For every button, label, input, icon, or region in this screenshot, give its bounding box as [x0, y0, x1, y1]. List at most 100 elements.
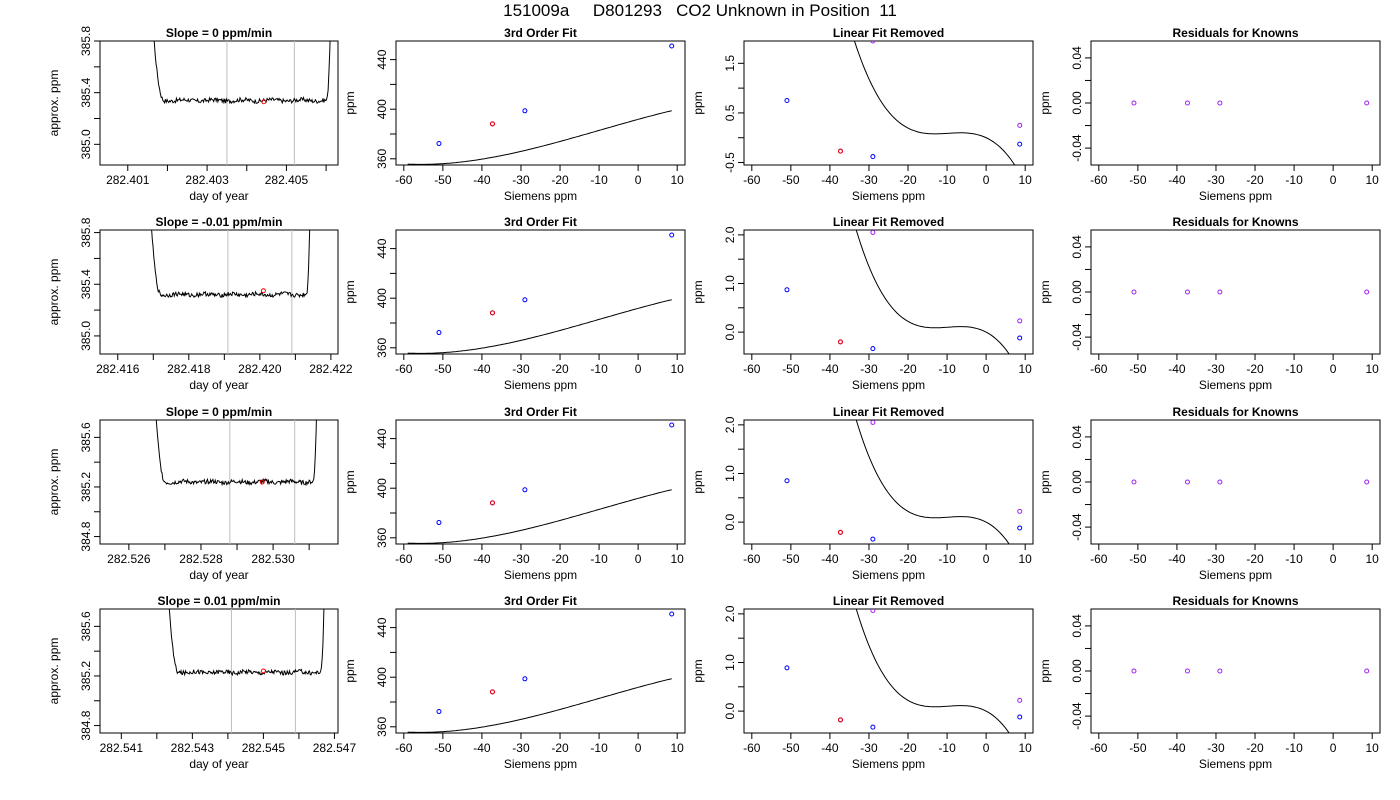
unknown-point — [261, 99, 267, 105]
x-tick-label: -40 — [821, 173, 839, 187]
x-tick-label: -10 — [938, 173, 956, 187]
residual-point — [1184, 668, 1190, 674]
panel-r1-c4: Residuals for Knowns Siemens ppm ppm -60 -50… — [1038, 26, 1381, 203]
x-tick-label: -60 — [743, 552, 761, 566]
x-tick-label: 282.405 — [265, 173, 309, 187]
x-tick-label: -40 — [821, 741, 839, 755]
panel-title: Linear Fit Removed — [833, 405, 944, 419]
fit-curve — [407, 678, 672, 733]
x-tick-label: -60 — [395, 173, 413, 187]
y-tick-label: 400 — [375, 478, 389, 498]
y-tick-label: 0.00 — [1070, 659, 1084, 683]
fit-curve — [855, 420, 1010, 544]
plot-frame — [743, 419, 1034, 545]
x-axis-label: day of year — [189, 568, 248, 582]
x-axis-label: Siemens ppm — [504, 757, 577, 771]
x-tick-label: -50 — [782, 741, 800, 755]
residual-point — [1017, 318, 1023, 324]
x-tick-label: 282.401 — [106, 173, 150, 187]
ppm-trace — [155, 420, 317, 487]
y-tick-label: 360 — [375, 148, 389, 168]
x-tick-label: -60 — [1090, 173, 1108, 187]
y-axis-label: ppm — [1038, 470, 1052, 493]
y-tick-label: 360 — [375, 337, 389, 357]
x-tick-label: -60 — [743, 362, 761, 376]
residual-point — [1184, 479, 1190, 485]
panel-title: Linear Fit Removed — [833, 594, 944, 608]
x-tick-label: 10 — [1019, 173, 1033, 187]
known-point — [1017, 141, 1023, 147]
x-tick-label: 10 — [671, 741, 685, 755]
y-tick-label: 0.00 — [1070, 280, 1084, 304]
y-tick-label: 2.0 — [723, 416, 737, 433]
x-tick-label: -60 — [395, 362, 413, 376]
x-tick-label: 0 — [983, 173, 990, 187]
panel-title: Residuals for Knowns — [1172, 215, 1298, 229]
x-axis-label: Siemens ppm — [1199, 568, 1272, 582]
residual-point — [870, 609, 876, 613]
x-tick-label: -40 — [473, 173, 491, 187]
y-axis-label: ppm — [691, 659, 705, 682]
x-tick-label: -60 — [743, 741, 761, 755]
x-tick-label: 10 — [671, 362, 685, 376]
x-tick-label: -10 — [1285, 552, 1303, 566]
y-tick-label: 440 — [375, 617, 389, 637]
x-tick-label: -30 — [860, 362, 878, 376]
y-tick-label: 2.0 — [723, 605, 737, 622]
known-point — [870, 346, 876, 352]
known-point — [436, 141, 442, 147]
known-point — [784, 287, 790, 293]
residual-point — [1217, 100, 1223, 106]
x-tick-label: 0 — [1330, 362, 1337, 376]
y-tick-label: 440 — [375, 49, 389, 69]
x-tick-label: 10 — [1366, 741, 1380, 755]
residual-point — [1017, 508, 1023, 514]
plot-frame — [99, 608, 339, 734]
panel-r4-c3: Linear Fit Removed Siemens ppm ppm -60 -50 -4… — [691, 594, 1034, 771]
x-tick-label: -30 — [512, 362, 530, 376]
y-tick-label: 0.5 — [723, 104, 737, 121]
x-tick-label: 282.547 — [313, 741, 357, 755]
x-tick-label: 282.422 — [309, 362, 353, 376]
x-tick-label: 282.541 — [100, 741, 144, 755]
y-axis-label: approx. ppm — [47, 638, 61, 705]
plot-frame — [1090, 608, 1381, 734]
y-axis-label: ppm — [1038, 280, 1052, 303]
ppm-trace — [153, 41, 331, 105]
panel-r3-c1: Slope = 0 ppm/min day of year approx. ppm 2… — [47, 405, 339, 582]
residual-point — [1131, 289, 1137, 295]
panel-r3-c4: Residuals for Knowns Siemens ppm ppm -60 -50… — [1038, 405, 1381, 582]
x-tick-label: 0 — [983, 741, 990, 755]
y-tick-label: -0.04 — [1070, 323, 1084, 351]
known-point — [522, 487, 528, 493]
y-axis-label: ppm — [343, 91, 357, 114]
x-tick-label: -30 — [860, 741, 878, 755]
x-tick-label: 10 — [671, 552, 685, 566]
panel-r2-c1: Slope = -0.01 ppm/min day of year approx. … — [47, 215, 353, 392]
residual-point — [1131, 668, 1137, 674]
y-axis-label: approx. ppm — [47, 259, 61, 326]
y-tick-label: 0.00 — [1070, 91, 1084, 115]
x-axis-label: day of year — [189, 757, 248, 771]
x-tick-label: 0 — [635, 362, 642, 376]
x-axis-label: Siemens ppm — [1199, 378, 1272, 392]
x-tick-label: 10 — [1366, 552, 1380, 566]
x-tick-label: 0 — [983, 362, 990, 376]
y-tick-label: 385.0 — [79, 129, 93, 159]
x-tick-label: -20 — [551, 173, 569, 187]
y-tick-label: 0.00 — [1070, 470, 1084, 494]
x-tick-label: -60 — [395, 741, 413, 755]
y-tick-label: -0.04 — [1070, 134, 1084, 162]
known-point — [870, 154, 876, 160]
panel-r2-c3: Linear Fit Removed Siemens ppm ppm -60 -50 -4… — [691, 215, 1034, 392]
x-tick-label: -20 — [1246, 362, 1264, 376]
y-tick-label: 385.2 — [79, 661, 93, 691]
panel-r2-c4: Residuals for Knowns Siemens ppm ppm -60 -50… — [1038, 215, 1381, 392]
x-tick-label: -60 — [743, 173, 761, 187]
y-tick-label: 385.8 — [79, 217, 93, 247]
y-axis-label: approx. ppm — [47, 70, 61, 137]
residual-point — [1217, 479, 1223, 485]
y-tick-label: 1.5 — [723, 55, 737, 72]
x-tick-label: -40 — [473, 552, 491, 566]
